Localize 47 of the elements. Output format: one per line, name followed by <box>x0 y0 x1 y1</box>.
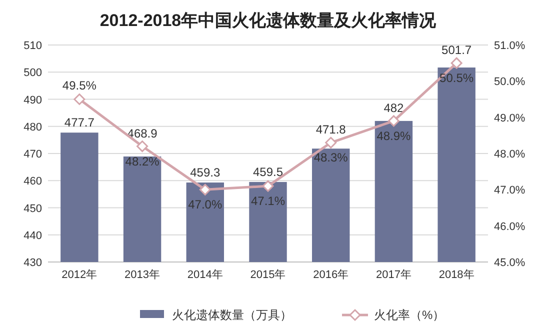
y2-tick-label: 45.0% <box>494 257 526 269</box>
data-label: 459.3 <box>190 166 220 180</box>
data-label: 47.1% <box>250 194 286 208</box>
y-tick-label: 480 <box>24 121 42 134</box>
x-tick-label: 2015年 <box>250 269 286 281</box>
y-tick-label: 460 <box>24 176 42 188</box>
point <box>136 140 148 152</box>
point <box>450 57 462 69</box>
data-label: 482 <box>384 100 404 115</box>
data-label: 48.2% <box>125 154 160 168</box>
y2-tick-label: 50.0% <box>494 76 526 88</box>
y-tick-label: 470 <box>24 148 42 160</box>
y-tick-label: 450 <box>24 202 42 215</box>
x-tick-label: 2018年 <box>438 269 474 281</box>
chart-title: 2012-2018年中国火化遗体数量及火化率情况 <box>100 11 438 30</box>
data-label: 49.5% <box>62 78 97 92</box>
point <box>74 94 86 105</box>
y2-tick-label: 51.0% <box>494 40 526 52</box>
y2-tick-label: 48.0% <box>494 148 526 160</box>
data-label: 459.5 <box>252 164 284 179</box>
data-label: 468.9 <box>127 126 158 140</box>
y2-tick-label: 46.0% <box>494 220 526 233</box>
x-tick-label: 2017年 <box>376 269 412 281</box>
y-tick-label: 440 <box>24 230 42 242</box>
data-label: 501.7 <box>442 43 472 58</box>
data-label: 48.9% <box>376 128 412 143</box>
x-tick-label: 2014年 <box>187 269 223 281</box>
y2-tick-label: 49.0% <box>494 112 526 124</box>
x-tick-label: 2016年 <box>313 269 349 281</box>
y-tick-label: 510 <box>24 40 42 52</box>
point <box>262 180 274 192</box>
y-tick-label: 490 <box>24 94 42 106</box>
point <box>388 115 400 127</box>
legend-label: 火化遗体数量（万具） <box>172 308 292 322</box>
y-tick-label: 430 <box>24 257 42 269</box>
legend-label: 火化率（%） <box>374 308 445 322</box>
point <box>325 136 337 148</box>
data-label: 471.8 <box>316 122 346 137</box>
data-label: 48.3% <box>314 150 348 165</box>
point <box>199 184 211 196</box>
data-label: 477.7 <box>64 116 95 130</box>
y-tick-label: 500 <box>24 67 42 80</box>
x-tick-label: 2013年 <box>124 269 160 281</box>
y2-tick-label: 47.0% <box>494 184 526 197</box>
data-label: 50.5% <box>440 71 474 86</box>
data-label: 47.0% <box>188 198 222 212</box>
x-tick-label: 2012年 <box>62 269 98 281</box>
